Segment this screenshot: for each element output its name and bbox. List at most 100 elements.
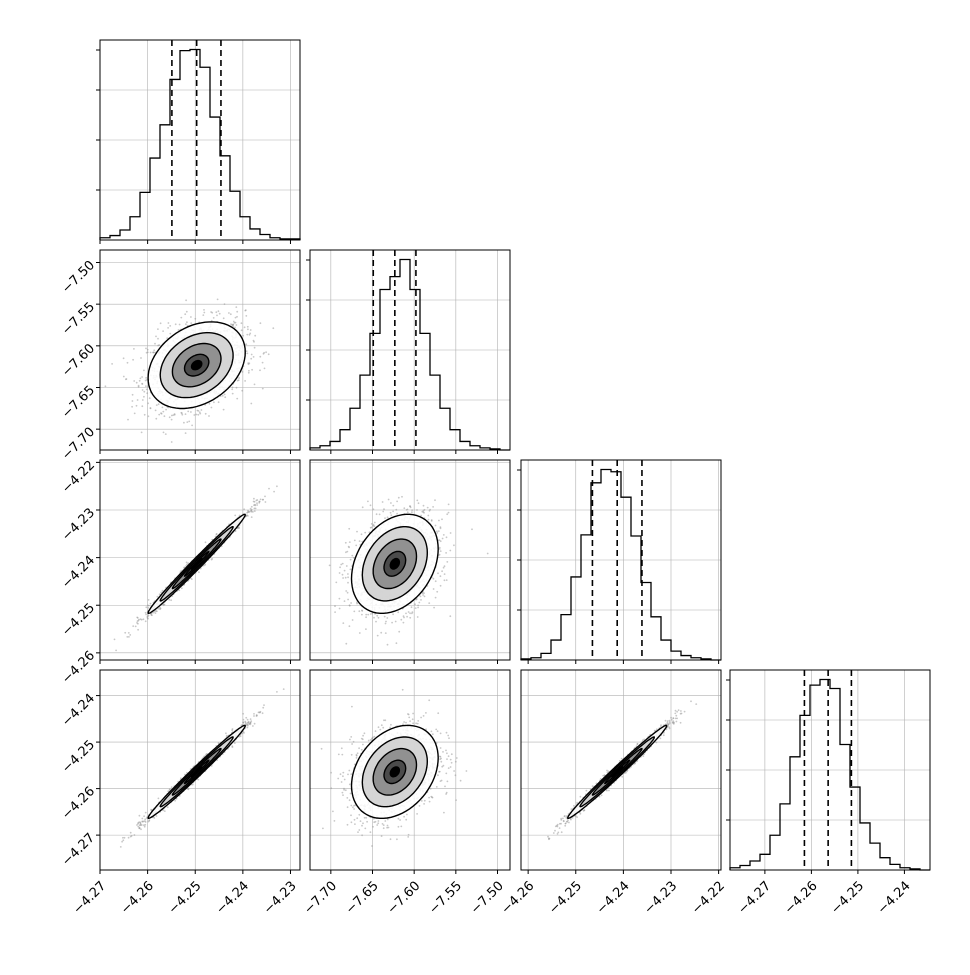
scatter-point [158,414,160,416]
scatter-point [143,618,145,620]
scatter-point [342,563,344,565]
scatter-point [105,385,107,387]
scatter-point [191,425,193,427]
scatter-point [171,419,173,421]
scatter-point [390,514,392,516]
scatter-point [354,540,356,542]
hist-panel-1 [96,40,300,244]
scatter-point [256,504,258,506]
scatter-point [169,416,171,418]
scatter-point [406,509,408,511]
scatter-point [250,358,252,360]
scatter-point [185,299,187,301]
scatter-point [203,312,205,314]
scatter-point [431,519,433,521]
scatter-point [342,622,344,624]
scatter-point [244,310,246,312]
scatter-point [398,631,400,633]
scatter-point [434,499,436,501]
scatter-point [411,509,413,511]
scatter-point [272,327,274,329]
scatter-point [123,357,125,359]
scatter-point [169,325,171,327]
scatter-point [265,501,267,503]
scatter-point [216,315,218,317]
scatter-point [175,323,177,325]
scatter-point [352,619,354,621]
scatter-point [248,372,250,374]
scatter-point [398,497,400,499]
scatter-point [234,515,236,517]
scatter-point [355,545,357,547]
scatter-point [424,596,426,598]
scatter-point [137,399,139,401]
scatter-point [241,390,243,392]
scatter-point [439,539,441,541]
scatter-point [203,309,205,311]
scatter-point [147,351,149,353]
scatter-point [443,567,445,569]
scatter-point [406,616,408,618]
scatter-point [231,388,233,390]
scatter-point [198,571,200,573]
scatter-point [135,626,137,628]
scatter-point [253,504,255,506]
scatter-point [384,517,386,519]
scatter-point [256,500,258,502]
scatter-point [137,620,139,622]
scatter-point [391,622,393,624]
scatter-point [350,569,352,571]
scatter-point [436,532,438,534]
scatter-point [349,541,351,543]
scatter-point [250,403,252,405]
scatter-point [132,394,134,396]
scatter-point [251,516,253,518]
scatter-point [487,553,489,555]
scatter-point [435,597,437,599]
scatter-point [222,395,224,397]
scatter-point [157,338,159,340]
scatter-point [395,621,397,623]
scatter-point [392,505,394,507]
scatter-point [329,565,331,567]
scatter-point [166,337,168,339]
hist-panel-2 [306,250,510,454]
scatter-point [411,613,413,615]
scatter-point [365,614,367,616]
scatter-point [146,392,148,394]
scatter-point [370,504,372,506]
scatter-point [410,507,412,509]
scatter-point [446,561,448,563]
scatter-point [148,615,150,617]
scatter-point [169,333,171,335]
scatter-point [141,619,143,621]
scatter-point [156,404,158,406]
scatter-point [154,343,156,345]
scatter-point [254,335,256,337]
scatter-point [142,389,144,391]
scatter-point [147,349,149,351]
scatter-point [361,610,363,612]
scatter-point [132,400,134,402]
scatter-point [371,523,373,525]
scatter-point [259,369,261,371]
scatter-point [436,530,438,532]
panel-content [100,460,300,660]
scatter-point [417,607,419,609]
scatter-point [262,362,264,364]
scatter-point [253,501,255,503]
scatter-point [385,632,387,634]
scatter-point [347,582,349,584]
scatter-point [230,323,232,325]
scatter-point [129,634,131,636]
scatter-point [143,391,145,393]
scatter-point [446,513,448,515]
scatter-point [165,409,167,411]
scatter-point [145,612,147,614]
scatter-point [143,370,145,372]
scatter-point [253,341,255,343]
scatter-point [265,351,267,353]
scatter-point [387,644,389,646]
scatter-point [348,528,350,530]
scatter-point [186,321,188,323]
